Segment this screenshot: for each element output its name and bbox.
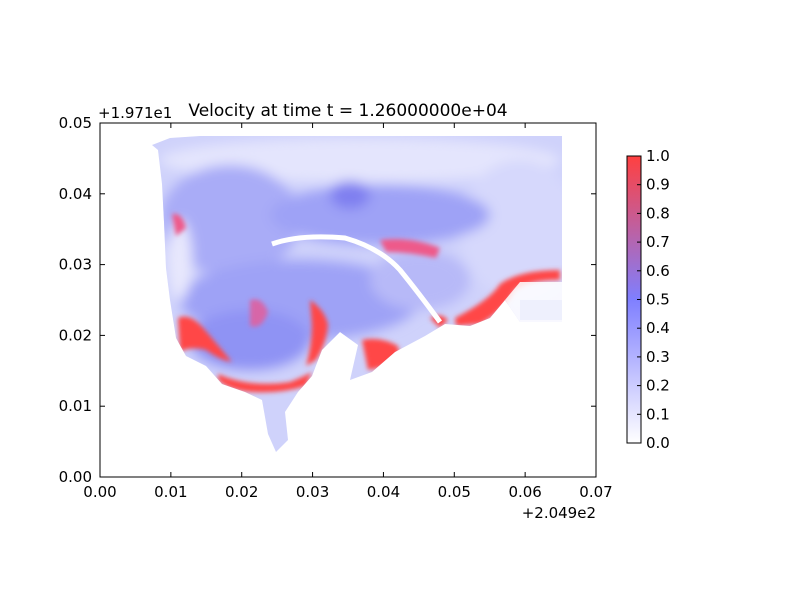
chart-title: Velocity at time t = 1.26000000e+04 xyxy=(188,101,507,121)
y-tick-label: 0.00 xyxy=(59,468,92,486)
axes-frame xyxy=(99,122,597,478)
x-offset-label: +2.049e2 xyxy=(522,504,596,522)
y-offset-label: +1.971e1 xyxy=(98,104,172,122)
colorbar-tick-label: 1.0 xyxy=(646,147,670,165)
x-tick-label: 0.03 xyxy=(296,483,329,501)
field-coast-calm xyxy=(168,220,192,300)
colorbar-tick-label: 0.0 xyxy=(646,434,670,452)
field-eddy xyxy=(330,181,370,209)
land-east-edge xyxy=(520,300,562,320)
colorbar-tick-label: 0.8 xyxy=(646,204,670,222)
x-tick-label: 0.01 xyxy=(154,483,187,501)
hv-inner-bay xyxy=(250,299,268,327)
hv-north-channel xyxy=(380,239,440,258)
y-tick-label: 0.04 xyxy=(59,185,92,203)
colorbar-tick-label: 0.4 xyxy=(646,319,670,337)
colorbar-tick-label: 0.9 xyxy=(646,176,670,194)
colorbar-tick-label: 0.2 xyxy=(646,377,670,395)
colorbar-tick-label: 0.6 xyxy=(646,262,670,280)
y-tick-label: 0.03 xyxy=(59,256,92,274)
x-tick-label: 0.02 xyxy=(225,483,258,501)
hv-peninsula xyxy=(306,300,328,366)
colorbar-ticks: 0.0 0.1 0.2 0.3 0.4 0.5 0.6 0.7 0.8 0.9 1.0 xyxy=(637,147,670,452)
velocity-field xyxy=(152,136,562,452)
field-mid-west xyxy=(160,165,300,275)
x-tick-label: 0.04 xyxy=(367,483,400,501)
hv-south-shore xyxy=(218,372,312,393)
x-tick-label: 0.06 xyxy=(508,483,541,501)
x-tick-label: 0.00 xyxy=(83,483,116,501)
hv-coast-north xyxy=(172,213,186,236)
colorbar-tick-label: 0.3 xyxy=(646,348,670,366)
y-tick-label: 0.02 xyxy=(59,326,92,344)
x-tick-label: 0.07 xyxy=(579,483,612,501)
y-tick-label: 0.01 xyxy=(59,397,92,415)
y-axis: 0.00 0.01 0.02 0.03 0.04 0.05 xyxy=(59,114,596,486)
colorbar-tick-label: 0.7 xyxy=(646,233,670,251)
x-axis: 0.00 0.01 0.02 0.03 0.04 0.05 0.06 0.07 xyxy=(83,123,613,501)
colorbar-tick-label: 0.5 xyxy=(646,291,670,309)
colorbar-tick-label: 0.1 xyxy=(646,405,670,423)
x-tick-label: 0.05 xyxy=(438,483,471,501)
field-calm-east xyxy=(460,160,562,300)
field-mid-center xyxy=(270,185,490,245)
breakwater xyxy=(271,234,443,324)
colorbar: 0.0 0.1 0.2 0.3 0.4 0.5 0.6 0.7 0.8 0.9 1.0 xyxy=(626,147,670,452)
hv-west-bay xyxy=(178,316,232,362)
y-tick-label: 0.05 xyxy=(59,114,92,132)
